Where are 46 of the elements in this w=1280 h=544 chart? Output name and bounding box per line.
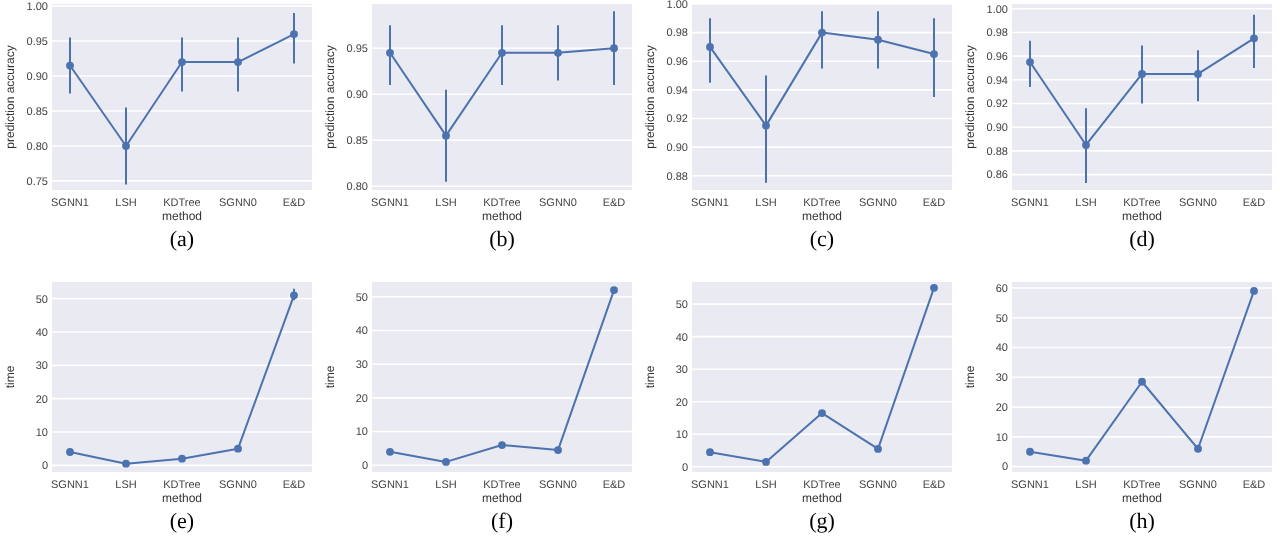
point <box>1138 377 1146 386</box>
point <box>1194 70 1202 78</box>
point <box>1026 58 1034 66</box>
point <box>554 446 562 454</box>
point <box>762 458 770 466</box>
point <box>706 43 714 51</box>
text: (b) <box>489 228 516 252</box>
point <box>1082 141 1090 149</box>
point <box>290 30 298 38</box>
point <box>706 448 714 457</box>
text: (e) <box>169 510 195 534</box>
point <box>498 441 506 449</box>
point <box>442 457 450 466</box>
text: (c) <box>809 228 835 252</box>
point <box>178 58 186 66</box>
point <box>234 58 242 66</box>
point <box>122 459 130 468</box>
text: (d) <box>1129 228 1156 252</box>
point <box>122 142 130 150</box>
point <box>554 48 562 57</box>
point <box>818 409 826 418</box>
point <box>1082 456 1090 465</box>
point <box>1026 447 1034 456</box>
point <box>610 44 618 53</box>
point <box>1138 70 1146 78</box>
point <box>610 286 618 294</box>
point <box>874 445 882 453</box>
text: (f) <box>491 510 514 534</box>
point <box>498 48 506 57</box>
point <box>234 444 242 453</box>
text: (h) <box>1129 510 1156 534</box>
point <box>1250 287 1258 295</box>
point <box>818 28 826 37</box>
point <box>386 447 394 456</box>
point <box>874 35 882 44</box>
point <box>66 448 74 456</box>
point <box>386 48 394 57</box>
point <box>178 454 186 463</box>
point <box>1194 444 1202 453</box>
point <box>930 50 938 58</box>
text: (a) <box>169 228 195 252</box>
text: (g) <box>809 510 836 534</box>
point <box>930 283 938 292</box>
point <box>762 121 770 130</box>
point <box>66 61 74 70</box>
point <box>1250 34 1258 43</box>
